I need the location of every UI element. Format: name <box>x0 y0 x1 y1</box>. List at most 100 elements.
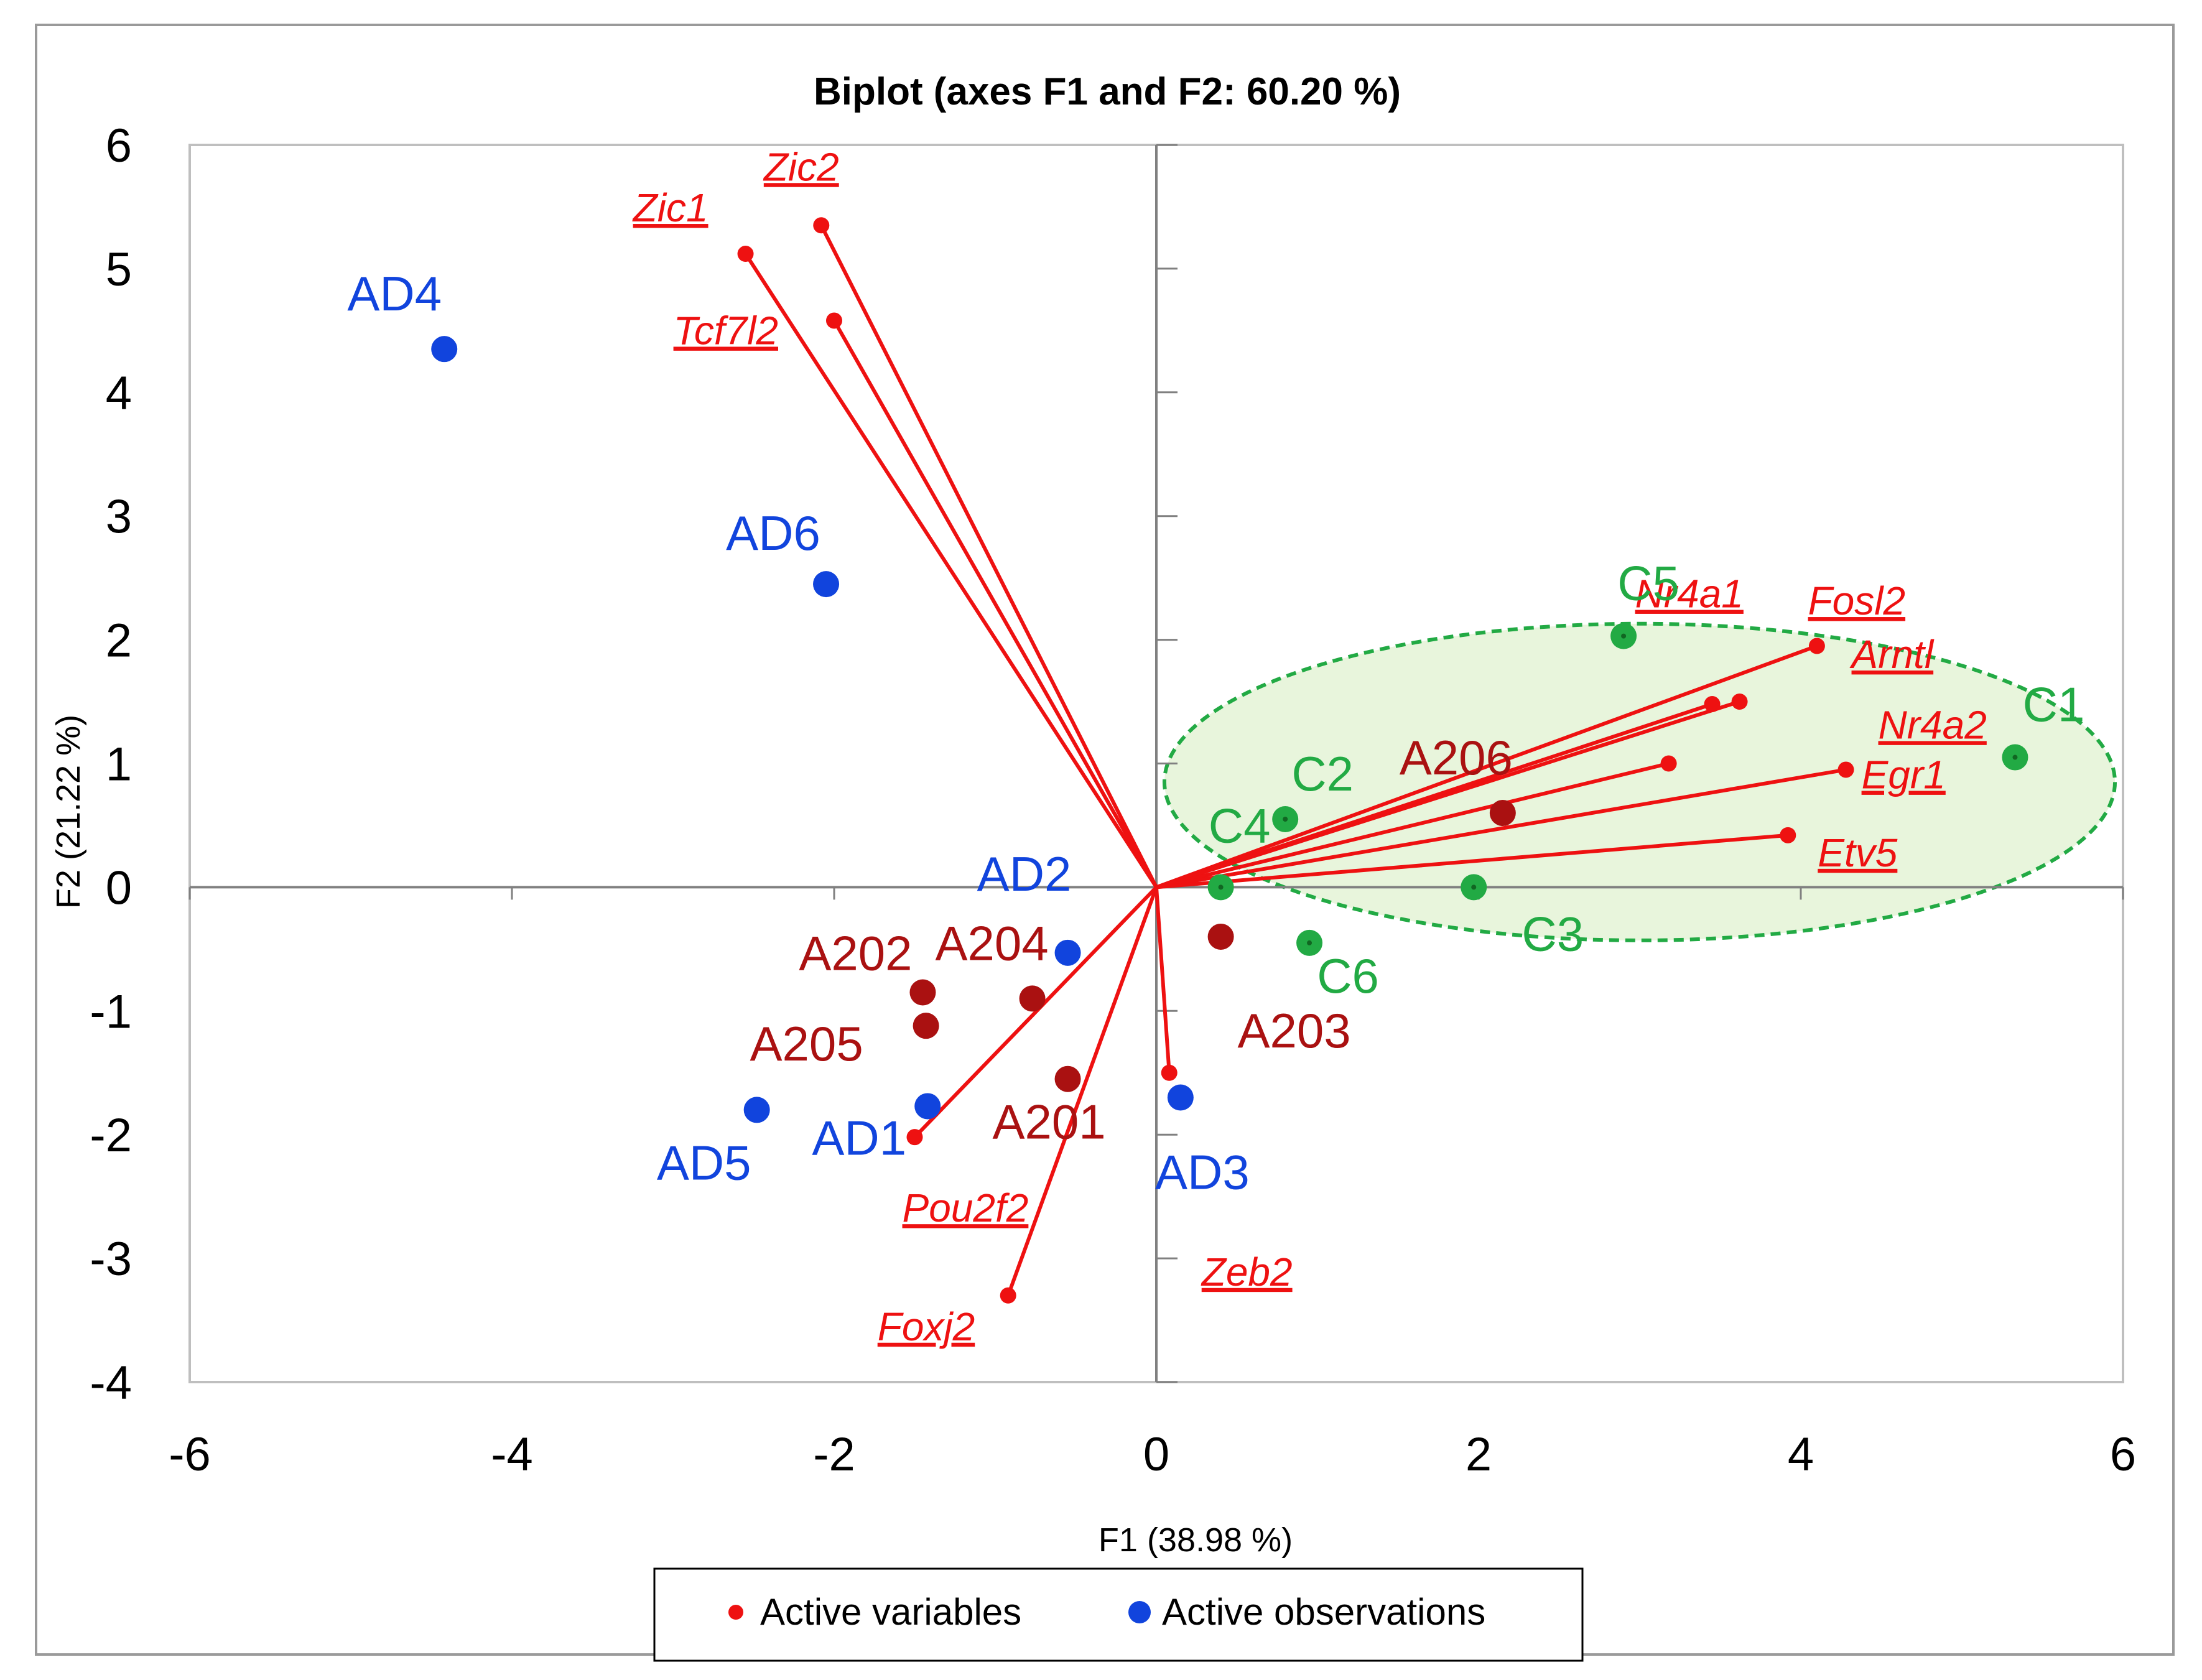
observation-point-center-c1 <box>2012 754 2018 760</box>
legend-box <box>653 1567 1584 1662</box>
variable-label-nr4a1: Nr4a1 <box>1635 572 1744 616</box>
observation-point-center-c2 <box>1283 817 1288 822</box>
vector-tip-arntl <box>1704 696 1721 713</box>
x-tick-label: 2 <box>1466 1428 1492 1481</box>
observation-label-c3: C3 <box>1521 906 1584 961</box>
x-axis-title: F1 (38.98 %) <box>1099 1521 1293 1559</box>
vector-nr4a2 <box>1156 768 1847 889</box>
variable-label-zic1: Zic1 <box>632 185 708 230</box>
observations-layer <box>431 336 2028 1123</box>
observation-label-a203: A203 <box>1238 1003 1351 1058</box>
vector-tip-pou2f2 <box>906 1129 923 1146</box>
vector-egr1 <box>1156 761 1670 889</box>
legend-marker-observations <box>1128 1601 1151 1623</box>
observation-point-ad3 <box>1167 1084 1194 1111</box>
x-tick-label: 0 <box>1143 1428 1169 1481</box>
observation-point-a204 <box>1019 985 1046 1012</box>
x-tick-label: -4 <box>491 1428 533 1481</box>
variable-label-zeb2: Zeb2 <box>1201 1250 1293 1294</box>
variable-label-arntl: Arntl <box>1849 632 1935 677</box>
tick-labels-layer: -6 -4 -2 0 2 4 6 -4 -3 -2 -1 0 1 2 3 4 5 6 <box>90 119 2136 1481</box>
observation-label-c1: C1 <box>2023 677 2085 732</box>
cluster-ellipse-c <box>1162 621 2117 942</box>
y-tick-label: 1 <box>106 738 132 791</box>
vector-tip-zic2 <box>813 217 830 234</box>
vector-foxj2 <box>1006 886 1158 1296</box>
point-labels-layer: Zic2 Zic1 Tcf7l2 Nr4a1 Fosl2 Arntl Egr1 Nr4a2 Et… <box>347 144 2084 1348</box>
observation-point-center-c5 <box>1621 633 1627 639</box>
observation-label-a206: A206 <box>1400 730 1513 785</box>
observation-point-center-c4 <box>1218 884 1224 890</box>
legend-label-observations: Active observations <box>1162 1591 1485 1633</box>
observation-label-ad1: AD1 <box>812 1110 906 1165</box>
vector-tip-nr4a2 <box>1837 761 1854 778</box>
legend-label-variables: Active variables <box>760 1591 1021 1633</box>
cluster-ellipse-layer <box>1162 621 2117 942</box>
observation-label-c2: C2 <box>1291 746 1354 801</box>
y-tick-label: 6 <box>106 119 132 172</box>
variable-label-etv5: Etv5 <box>1818 830 1897 875</box>
observation-point-a202 <box>909 979 936 1006</box>
observation-point-ad1 <box>914 1093 941 1120</box>
observation-label-ad3: AD3 <box>1155 1145 1250 1200</box>
observation-label-ad6: AD6 <box>726 506 820 560</box>
observation-label-ad5: AD5 <box>657 1135 751 1190</box>
observation-point-center-c3 <box>1471 884 1477 890</box>
observation-point-a201 <box>1054 1065 1081 1092</box>
observation-label-c5: C5 <box>1617 556 1679 611</box>
vector-tip-zeb2 <box>1161 1064 1178 1081</box>
y-tick-label: -4 <box>90 1357 132 1409</box>
y-tick-label: 3 <box>106 491 132 544</box>
y-tick-label: 2 <box>106 615 132 667</box>
y-tick-label: -3 <box>90 1233 132 1286</box>
vector-tip-tcf7l2 <box>826 312 842 329</box>
variable-label-zic2: Zic2 <box>763 144 839 189</box>
legend: Active variables Active observations <box>653 1567 1584 1662</box>
vector-tip-etv5 <box>1780 827 1796 843</box>
x-tick-label: -6 <box>169 1428 211 1481</box>
vector-zic1 <box>744 253 1158 889</box>
y-tick-label: -1 <box>90 985 132 1038</box>
variable-label-foxj2: Foxj2 <box>878 1304 975 1349</box>
vector-tip-nr4a1 <box>1808 638 1825 654</box>
y-tick-label: -2 <box>90 1109 132 1162</box>
vector-nr4a1 <box>1155 644 1818 889</box>
observation-label-ad4: AD4 <box>347 266 442 321</box>
x-tick-label: 4 <box>1788 1428 1814 1481</box>
variable-label-fosl2: Fosl2 <box>1808 578 1906 623</box>
legend-marker-variables <box>728 1605 743 1620</box>
vector-zeb2 <box>1154 887 1171 1073</box>
observation-point-ad4 <box>431 336 458 363</box>
variable-label-nr4a2: Nr4a2 <box>1879 702 1987 747</box>
observation-point-ad2 <box>1054 939 1081 966</box>
y-tick-label: 0 <box>106 861 132 914</box>
observation-label-c6: C6 <box>1317 949 1379 1003</box>
vector-tip-foxj2 <box>1000 1287 1016 1304</box>
x-tick-label: 6 <box>2110 1428 2136 1481</box>
vector-tip-fosl2 <box>1731 694 1748 710</box>
vector-pou2f2 <box>913 886 1158 1139</box>
vector-tip-zic1 <box>737 246 754 262</box>
observation-label-a202: A202 <box>799 926 912 980</box>
observation-point-ad5 <box>743 1097 770 1123</box>
observation-label-a204: A204 <box>935 916 1048 970</box>
vector-arntl <box>1156 702 1713 889</box>
observation-point-a206 <box>1489 800 1516 827</box>
observation-point-center-c6 <box>1307 940 1312 945</box>
vector-tip-egr1 <box>1660 755 1677 772</box>
observation-label-a201: A201 <box>992 1095 1105 1149</box>
y-tick-label: 4 <box>106 367 132 420</box>
observation-label-c4: C4 <box>1209 798 1271 853</box>
y-axis-title: F2 (21.22 %) <box>50 715 87 909</box>
chart-title: Biplot (axes F1 and F2: 60.20 %) <box>814 70 1401 113</box>
vector-zic2 <box>819 224 1158 888</box>
x-tick-label: -2 <box>813 1428 855 1481</box>
vector-etv5 <box>1156 833 1788 889</box>
variable-label-tcf7l2: Tcf7l2 <box>674 308 778 353</box>
y-tick-label: 5 <box>106 243 132 296</box>
variable-vectors-layer <box>737 217 1854 1304</box>
vector-tcf7l2 <box>832 319 1158 888</box>
variable-label-egr1: Egr1 <box>1862 753 1946 797</box>
